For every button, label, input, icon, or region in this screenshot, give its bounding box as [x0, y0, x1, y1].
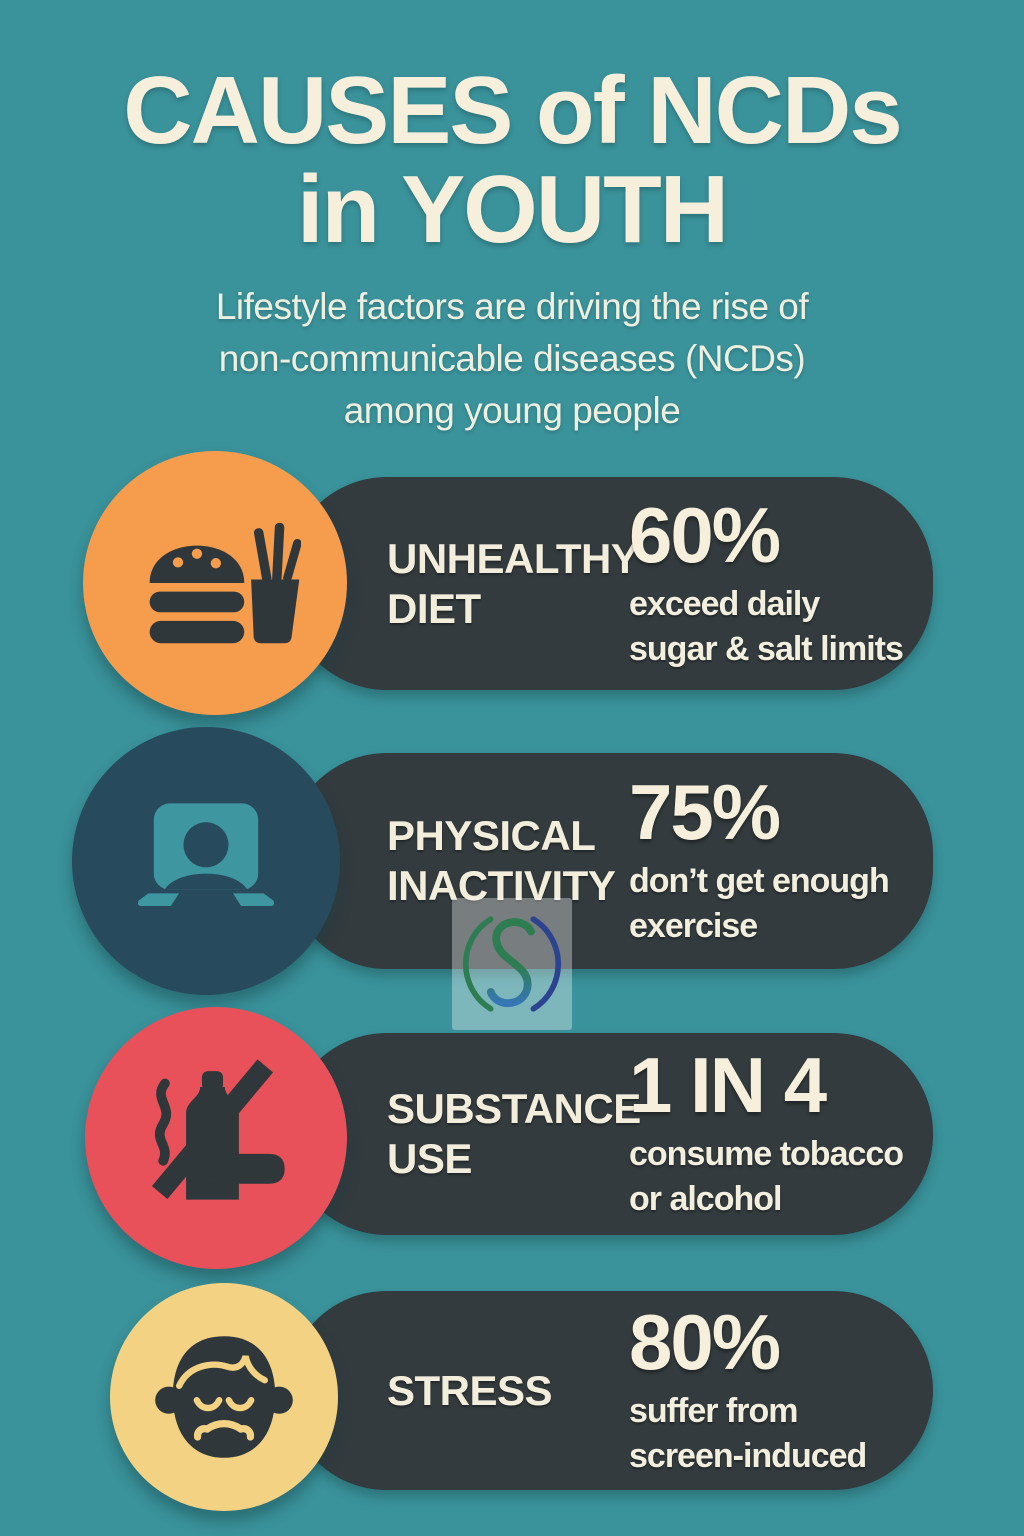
- subtitle-line: non-communicable diseases (NCDs): [218, 337, 806, 379]
- stat-value: 75%: [629, 768, 781, 857]
- page-title-line2: in YOUTH: [296, 155, 729, 263]
- sad-face-icon: [155, 1336, 293, 1458]
- stat-description: don’t get enough exercise: [629, 862, 890, 945]
- subtitle-line: Lifestyle factors are driving the rise o…: [215, 286, 809, 327]
- stat-description: consume tobacco or alcohol: [629, 1135, 904, 1218]
- subtitle-line: among young people: [343, 389, 681, 431]
- stat-description: suffer from screen-induced: [629, 1391, 867, 1475]
- icon-circle-diet: [83, 451, 347, 715]
- row-unhealthy-diet: UNHEALTHY DIET 60% exceed daily sugar & …: [287, 477, 933, 690]
- row-label: UNHEALTHY DIET: [387, 534, 639, 632]
- laptop-person-icon: [137, 803, 275, 906]
- page-title: CAUSES of NCDs in YOUTH: [0, 57, 1024, 263]
- icon-circle-stress: [110, 1283, 338, 1511]
- stat-block: 1 IN 4 consume tobacco or alcohol: [629, 1046, 933, 1222]
- icon-circle-inactivity: [72, 727, 340, 995]
- stat-value: 1 IN 4: [629, 1041, 827, 1130]
- watermark: [452, 898, 572, 1030]
- watermark-logo: [463, 916, 561, 1012]
- stat-value: 60%: [629, 490, 781, 579]
- no-substance-icon: [151, 1059, 285, 1200]
- row-stress: STRESS 80% suffer from screen-induced: [287, 1291, 933, 1490]
- row-label: STRESS: [387, 1366, 553, 1414]
- stat-block: 80% suffer from screen-induced: [629, 1303, 933, 1479]
- row-physical-inactivity: PHYSICAL INACTIVITY 75% don’t get enough…: [287, 753, 933, 969]
- burger-fries-icon: [149, 522, 301, 644]
- icon-circle-substance: [85, 1007, 347, 1269]
- stat-description: exceed daily sugar & salt limits: [629, 584, 904, 668]
- row-label: PHYSICAL INACTIVITY: [387, 812, 616, 909]
- page-subtitle: Lifestyle factors are driving the rise o…: [0, 281, 1024, 436]
- stat-block: 60% exceed daily sugar & salt limits: [629, 496, 933, 672]
- row-label: SUBSTANCE USE: [387, 1085, 641, 1182]
- page-title-line1: CAUSES of NCDs: [123, 57, 902, 164]
- stat-value: 80%: [629, 1297, 781, 1386]
- stat-block: 75% don’t get enough exercise: [629, 773, 933, 949]
- row-substance-use: SUBSTANCE USE 1 IN 4 consume tobacco or …: [287, 1033, 933, 1235]
